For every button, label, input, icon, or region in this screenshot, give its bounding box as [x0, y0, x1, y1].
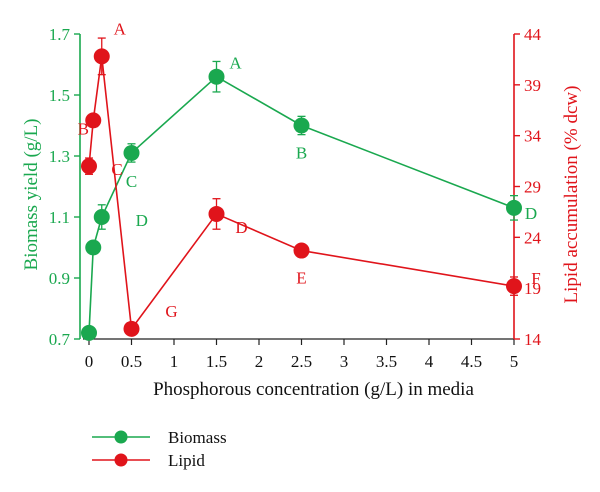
y-left-tick-label: 1.5	[49, 86, 70, 105]
data-point-lipid	[85, 112, 102, 129]
x-axis-title: Phosphorous concentration (g/L) in media	[153, 379, 474, 400]
x-tick-label: 2.5	[291, 352, 312, 371]
x-tick-label: 1	[170, 352, 179, 371]
data-point-biomass	[85, 239, 102, 256]
significance-label: C	[111, 160, 122, 179]
y-left-tick-label: 1.1	[49, 208, 70, 227]
significance-label: B	[78, 119, 89, 138]
significance-label: B	[296, 144, 307, 163]
x-tick-label: 4	[425, 352, 434, 371]
significance-label: D	[235, 218, 247, 237]
x-tick-label: 2	[255, 352, 264, 371]
data-point-lipid	[123, 320, 140, 337]
significance-label: D	[136, 211, 148, 230]
significance-label: A	[114, 19, 127, 38]
data-point-lipid	[506, 278, 522, 295]
data-point-biomass	[506, 199, 522, 216]
data-point-lipid	[293, 242, 310, 259]
legend-marker-lipid	[114, 453, 128, 467]
significance-label: A	[229, 54, 242, 73]
data-point-biomass	[208, 68, 225, 85]
y-left-axis-title: Biomass yield (g/L)	[21, 119, 42, 271]
y-right-tick-label: 44	[524, 25, 542, 44]
data-point-lipid	[93, 48, 110, 65]
data-point-biomass	[123, 144, 140, 161]
y-right-tick-label: 29	[524, 178, 541, 197]
significance-label: C	[126, 172, 137, 191]
data-point-lipid	[81, 158, 97, 175]
y-right-axis-title: Lipid accumulation (% dcw)	[561, 86, 582, 304]
y-right-tick-label: 14	[524, 330, 542, 349]
series-line-lipid	[88, 56, 515, 331]
data-point-biomass	[81, 324, 97, 341]
x-tick-label: 0.5	[121, 352, 142, 371]
x-tick-label: 5	[510, 352, 519, 371]
x-tick-label: 4.5	[461, 352, 482, 371]
significance-label: G	[165, 302, 177, 321]
legend-label-biomass: Biomass	[168, 428, 227, 447]
data-point-biomass	[293, 117, 310, 134]
x-tick-label: 1.5	[206, 352, 227, 371]
x-tick-label: 0	[85, 352, 94, 371]
y-left-tick-label: 0.7	[49, 330, 71, 349]
significance-label: D	[525, 204, 537, 223]
significance-label: E	[296, 269, 306, 288]
legend-marker-biomass	[114, 430, 128, 444]
data-point-biomass	[93, 209, 110, 225]
y-right-tick-label: 24	[524, 228, 542, 247]
y-right-tick-label: 19	[524, 279, 541, 298]
y-left-tick-label: 0.9	[49, 269, 70, 288]
x-tick-label: 3.5	[376, 352, 397, 371]
series-line-biomass	[88, 75, 515, 333]
y-right-tick-label: 34	[524, 127, 542, 146]
y-left-tick-label: 1.7	[49, 25, 71, 44]
legend-label-lipid: Lipid	[168, 451, 205, 470]
y-left-tick-label: 1.3	[49, 147, 70, 166]
y-right-tick-label: 39	[524, 76, 541, 95]
x-tick-label: 3	[340, 352, 349, 371]
data-point-lipid	[208, 205, 225, 222]
significance-label: F	[531, 269, 540, 288]
